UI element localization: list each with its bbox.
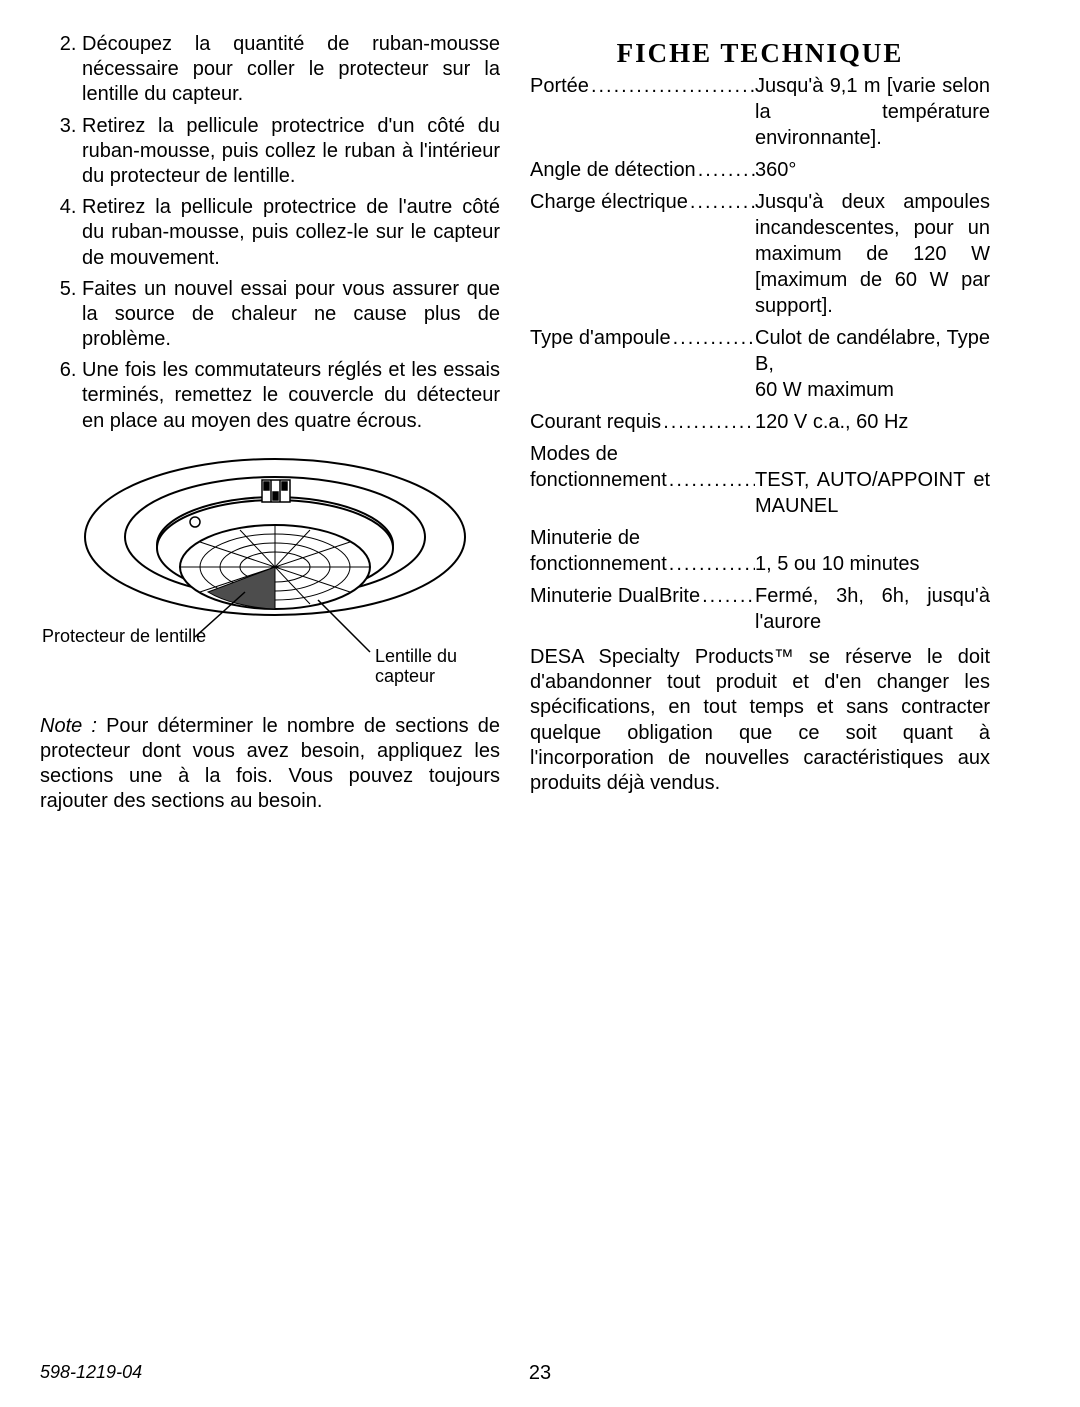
spec-list: Portée Jusqu'à 9,1 m [varie selon la temp… bbox=[530, 73, 990, 635]
spec-row: fonctionnement TEST, AUTO/APPOINT et MAUN… bbox=[530, 467, 990, 519]
spec-dots bbox=[661, 409, 755, 435]
steps-list: Découpez la quantité de ruban-mousse néc… bbox=[40, 32, 500, 434]
sensor-figure-svg: Protecteur de lentille Lentille du capte… bbox=[40, 452, 500, 692]
spec-dots bbox=[667, 467, 755, 519]
spec-value: Jusqu'à deux ampoules incandescentes, po… bbox=[755, 189, 990, 319]
spec-row: Charge électrique Jusqu'à deux ampoules i… bbox=[530, 189, 990, 319]
spec-row: Angle de détection 360° bbox=[530, 157, 990, 183]
spec-row: fonctionnement 1, 5 ou 10 minutes bbox=[530, 551, 990, 577]
spec-label: Portée bbox=[530, 73, 589, 151]
spec-value: TEST, AUTO/APPOINT et MAUNEL bbox=[755, 467, 990, 519]
spec-row: Type d'ampoule Culot de candélabre, Type … bbox=[530, 325, 990, 403]
spec-dots bbox=[700, 583, 755, 635]
step-item: Une fois les commutateurs réglés et les … bbox=[82, 358, 500, 434]
spec-label: Charge électrique bbox=[530, 189, 688, 319]
spec-dots bbox=[667, 551, 755, 577]
figure-label-right-2: capteur bbox=[375, 666, 435, 686]
footer-page: 23 bbox=[0, 1362, 1080, 1385]
spec-label: fonctionnement bbox=[530, 551, 667, 577]
spec-row: Courant requis 120 V c.a., 60 Hz bbox=[530, 409, 990, 435]
step-item: Faites un nouvel essai pour vous assurer… bbox=[82, 277, 500, 353]
step-item: Retirez la pellicule protectrice de l'au… bbox=[82, 195, 500, 271]
spec-dots bbox=[671, 325, 755, 403]
page: Découpez la quantité de ruban-mousse néc… bbox=[0, 0, 1080, 1407]
note-body: Pour déterminer le nombre de sections de… bbox=[40, 715, 500, 813]
figure-label-left: Protecteur de lentille bbox=[42, 626, 206, 646]
step-item: Découpez la quantité de ruban-mousse néc… bbox=[82, 32, 500, 108]
spec-label: Angle de détection bbox=[530, 157, 696, 183]
spec-value: 120 V c.a., 60 Hz bbox=[755, 409, 990, 435]
left-column: Découpez la quantité de ruban-mousse néc… bbox=[40, 32, 500, 835]
spec-label: Type d'ampoule bbox=[530, 325, 671, 403]
spec-value: Culot de candélabre, Type B,60 W maximum bbox=[755, 325, 990, 403]
figure-label-right-1: Lentille du bbox=[375, 646, 457, 666]
spec-label: Minuterie DualBrite bbox=[530, 583, 700, 635]
disclaimer: DESA Specialty Products™ se réserve le d… bbox=[530, 645, 990, 796]
sensor-figure: Protecteur de lentille Lentille du capte… bbox=[40, 452, 500, 692]
spec-label: fonctionnement bbox=[530, 467, 667, 519]
spec-dots bbox=[696, 157, 755, 183]
spec-value: Jusqu'à 9,1 m [varie selon la températur… bbox=[755, 73, 990, 151]
spec-label-line1: Minuterie de bbox=[530, 525, 990, 551]
spec-value: 360° bbox=[755, 157, 990, 183]
step-item: Retirez la pellicule protectrice d'un cô… bbox=[82, 114, 500, 190]
spec-row: Minuterie DualBrite Fermé, 3h, 6h, jusqu'… bbox=[530, 583, 990, 635]
spec-dots bbox=[589, 73, 755, 151]
note-paragraph: Note : Pour déterminer le nombre de sect… bbox=[40, 714, 500, 815]
spec-label-line1: Modes de bbox=[530, 441, 990, 467]
fiche-title: FICHE TECHNIQUE bbox=[530, 38, 990, 69]
spec-value: Fermé, 3h, 6h, jusqu'à l'aurore bbox=[755, 583, 990, 635]
right-column: FICHE TECHNIQUE Portée Jusqu'à 9,1 m [var… bbox=[530, 32, 990, 816]
spec-row: Portée Jusqu'à 9,1 m [varie selon la temp… bbox=[530, 73, 990, 151]
spec-value: 1, 5 ou 10 minutes bbox=[755, 551, 990, 577]
spec-dots bbox=[688, 189, 755, 319]
spec-label: Courant requis bbox=[530, 409, 661, 435]
note-lead: Note : bbox=[40, 715, 97, 737]
